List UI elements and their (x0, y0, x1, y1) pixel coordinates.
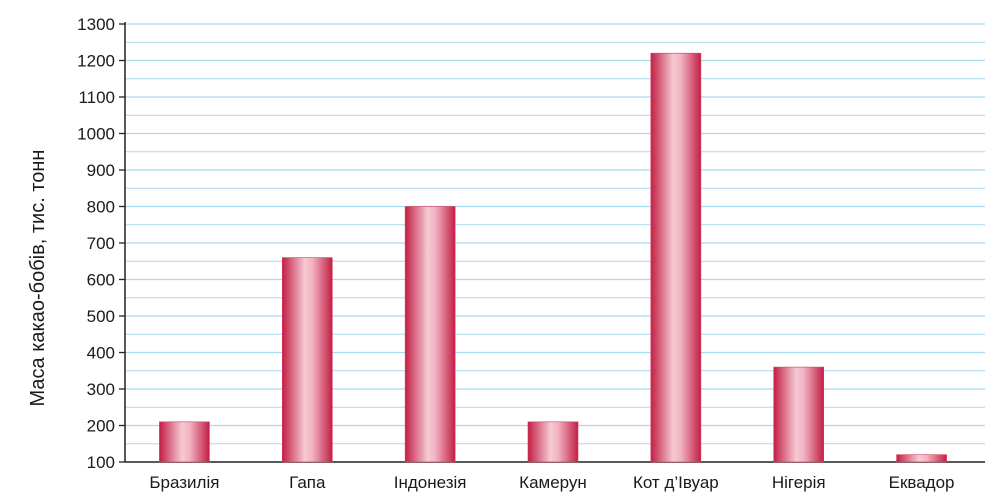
y-tick-label: 1300 (77, 15, 115, 34)
bar (159, 421, 210, 463)
bar (896, 454, 947, 463)
x-category-label: Камерун (519, 473, 587, 492)
x-category-label: Індонезія (394, 473, 467, 492)
y-tick-label: 800 (87, 198, 115, 217)
bar (404, 206, 456, 463)
y-tick-label: 900 (87, 161, 115, 180)
bar (527, 421, 579, 463)
y-tick-labels: 100 200 300 400 500 600 700 800 900 1000 1100 1200 1… (77, 15, 115, 472)
x-category-label: Кот д’Івуар (633, 473, 719, 492)
gridlines (125, 23, 985, 445)
y-axis-title: Маса какао-бобів, тис. тонн (27, 150, 49, 407)
bars (159, 52, 947, 463)
y-tick-label: 1000 (77, 125, 115, 144)
y-tick-label: 500 (87, 307, 115, 326)
y-tick-label: 600 (87, 271, 115, 290)
x-category-label: Гапа (289, 473, 326, 492)
y-tick-label: 100 (87, 453, 115, 472)
x-category-label: Нігерія (772, 473, 826, 492)
y-tick-label: 300 (87, 380, 115, 399)
x-category-labels: Бразилія Гапа Індонезія Камерун Кот д’Івуар Н… (149, 473, 954, 492)
x-category-label: Еквадор (889, 473, 955, 492)
bar (773, 366, 825, 463)
y-tick-label: 400 (87, 344, 115, 363)
axes (119, 22, 985, 463)
y-tick-label: 1200 (77, 52, 115, 71)
y-tick-label: 1100 (78, 88, 115, 107)
x-category-label: Бразилія (149, 473, 219, 492)
y-tick-label: 200 (87, 417, 115, 436)
y-tick-label: 700 (87, 234, 115, 253)
bar (650, 52, 702, 463)
bar (281, 257, 333, 463)
